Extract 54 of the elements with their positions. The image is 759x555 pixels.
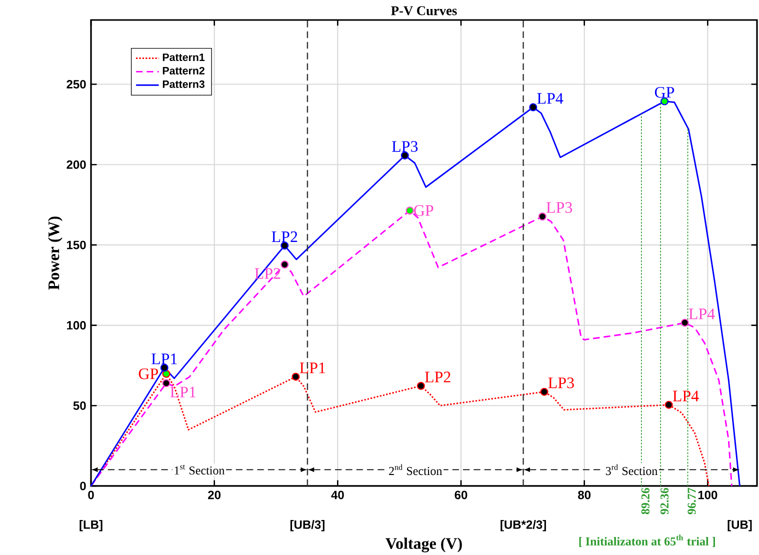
annotation: LP3 [392, 141, 418, 152]
annotation: GP [138, 368, 158, 380]
y-tick-label: 50 [73, 401, 86, 410]
annotation: LP1 [170, 386, 196, 398]
y-tick-label: 0 [80, 482, 86, 490]
point [529, 103, 538, 112]
x-axis-title: Voltage (V) [386, 538, 462, 552]
point [280, 242, 289, 250]
annotation: LP3 [548, 377, 574, 388]
y-tick-label: 100 [67, 321, 86, 330]
y-tick-label: 150 [67, 240, 86, 250]
annotation: LP1 [152, 354, 177, 364]
annotation: LP3 [546, 202, 572, 213]
annotation: LP1 [300, 362, 326, 374]
annotation: LP4 [672, 390, 699, 402]
annotation: 2$^{nd}$ Section [389, 464, 442, 476]
x-tick-label: 20 [208, 490, 221, 500]
point [664, 400, 673, 409]
annotation: [UB/3] [290, 520, 324, 532]
x-tick-label: 60 [454, 490, 468, 500]
annotation: LP4 [537, 93, 564, 104]
annotation: [UB] [728, 520, 752, 532]
annotation: GP [414, 205, 434, 216]
ref-line-label: 89.26 [641, 488, 650, 514]
point [540, 388, 548, 396]
x-tick-label: 100 [698, 490, 718, 500]
legend-label: Pattern3 [162, 80, 204, 88]
x-tick-label: 40 [331, 490, 344, 500]
annotation: GP [654, 86, 674, 98]
annotation: LP2 [272, 231, 298, 242]
annotation: LP4 [688, 308, 715, 320]
y-tick-label: 200 [66, 160, 86, 169]
legend-label: Pattern2 [162, 66, 204, 75]
y-axis-title: Power (W) [48, 216, 62, 290]
annotation: 3$^{rd}$ Section [606, 464, 658, 476]
y-tick-label: 250 [66, 80, 86, 89]
point [162, 379, 170, 388]
x-tick-label: 80 [578, 490, 591, 500]
point [406, 206, 414, 215]
annotation: [UB*2/3] [500, 520, 546, 532]
point [680, 318, 689, 327]
annotation: [LB] [80, 520, 102, 532]
point [416, 382, 425, 390]
ref-line-label: 96.77 [688, 488, 696, 514]
ref-line-label: 92.36 [660, 488, 669, 514]
annotation: 1$^{st}$ Section [174, 464, 225, 475]
point [538, 212, 546, 221]
annotation: LP2 [424, 372, 450, 382]
text: [ Initializaton at 65$^{th}$ trial ] [579, 534, 715, 547]
x-tick-label: 0 [88, 490, 94, 500]
point [280, 260, 289, 269]
point [292, 372, 300, 381]
chart-title: P-V Curves [391, 6, 457, 16]
legend-label: Pattern1 [162, 54, 205, 62]
